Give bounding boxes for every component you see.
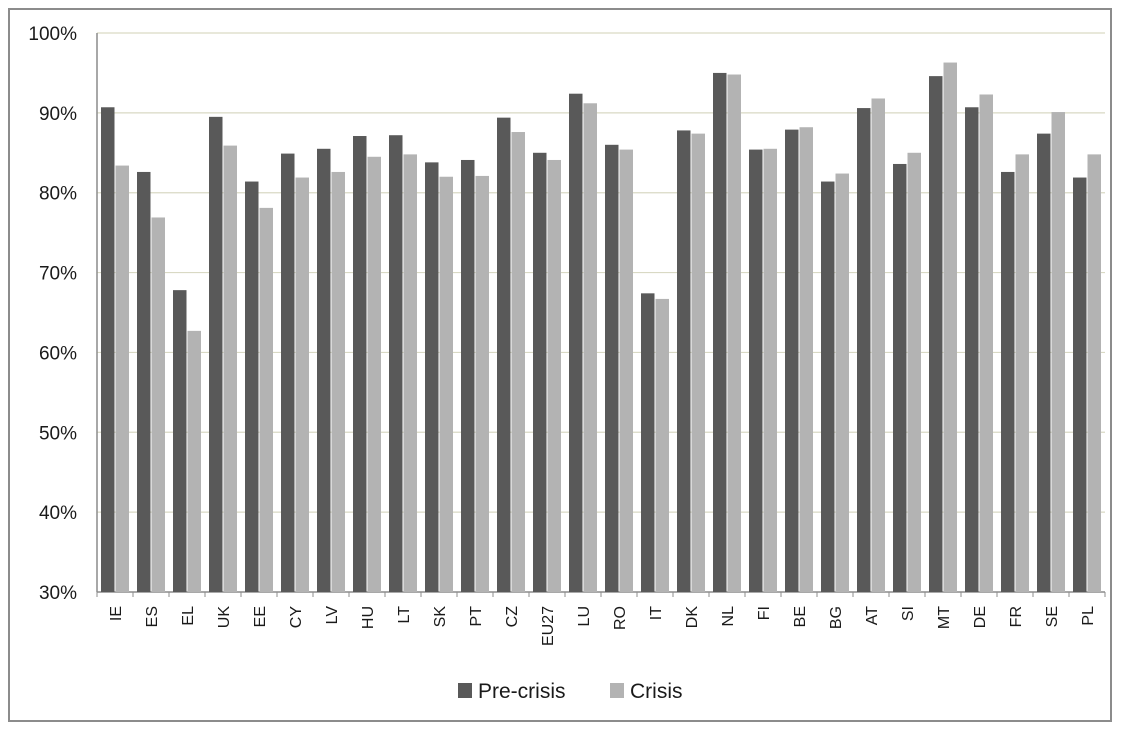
bar-crisis-se [1051, 112, 1065, 593]
x-category-label: UK [216, 606, 233, 629]
bar-crisis-hu [367, 156, 381, 592]
legend-label-pre-crisis: Pre-crisis [478, 680, 566, 703]
x-category-label: CZ [504, 606, 521, 628]
bar-crisis-de [979, 94, 993, 593]
bar-pre-crisis-ro [605, 144, 619, 593]
bar-pre-crisis-se [1037, 133, 1051, 592]
bar-pre-crisis-lu [569, 93, 583, 592]
x-category-label: IE [108, 606, 125, 621]
x-category-label: EL [180, 606, 197, 626]
bar-pre-crisis-be [785, 129, 799, 592]
y-tick-label: 90% [39, 104, 77, 125]
x-category-label: DE [972, 606, 989, 628]
bar-crisis-eu27 [547, 159, 561, 593]
bar-crisis-at [871, 98, 885, 593]
bar-pre-crisis-pt [461, 159, 475, 593]
y-tick-label: 80% [39, 184, 77, 205]
bar-pre-crisis-ie [101, 107, 115, 592]
bar-pre-crisis-lv [317, 148, 331, 593]
x-category-label: LT [396, 606, 413, 624]
bar-pre-crisis-it [641, 293, 655, 592]
bar-pre-crisis-fr [1001, 171, 1015, 593]
bar-crisis-pt [475, 175, 489, 593]
bar-crisis-mt [943, 62, 957, 593]
y-tick-label: 60% [39, 343, 77, 364]
bar-crisis-nl [727, 74, 741, 593]
bar-crisis-bg [835, 173, 849, 592]
bar-pre-crisis-eu27 [533, 152, 547, 593]
bar-pre-crisis-hu [353, 136, 367, 592]
x-category-label: SI [900, 606, 917, 621]
x-category-label: RO [612, 606, 629, 630]
bar-crisis-be [799, 127, 813, 592]
bar-crisis-pl [1087, 154, 1101, 592]
legend-label-crisis: Crisis [630, 680, 683, 703]
x-category-label: NL [720, 606, 737, 627]
bar-pre-crisis-ee [245, 181, 259, 592]
x-category-label: FI [756, 606, 773, 620]
bar-pre-crisis-mt [929, 76, 943, 592]
bar-crisis-uk [223, 145, 237, 592]
bar-pre-crisis-uk [209, 116, 223, 592]
bar-pre-crisis-sk [425, 162, 439, 592]
x-category-label: ES [144, 606, 161, 627]
bar-pre-crisis-si [893, 163, 907, 593]
bar-crisis-ro [619, 149, 633, 592]
bar-pre-crisis-de [965, 107, 979, 592]
x-category-label: PL [1080, 606, 1097, 626]
bar-crisis-ie [115, 165, 129, 592]
bar-crisis-si [907, 152, 921, 593]
y-tick-label: 50% [39, 423, 77, 444]
y-tick-label: 30% [39, 583, 77, 604]
x-category-label: SE [1044, 606, 1061, 627]
bar-crisis-sk [439, 176, 453, 592]
bar-crisis-lu [583, 103, 597, 592]
bar-pre-crisis-cz [497, 117, 511, 593]
bar-crisis-fi [763, 148, 777, 593]
x-category-label: FR [1008, 606, 1025, 627]
x-category-label: EE [252, 606, 269, 627]
x-category-label: LV [324, 606, 341, 625]
bar-pre-crisis-dk [677, 130, 691, 592]
legend-swatch-crisis [610, 683, 624, 698]
bar-crisis-cz [511, 132, 525, 592]
x-category-label: BG [828, 606, 845, 629]
bar-crisis-es [151, 217, 165, 592]
x-category-label: CY [288, 606, 305, 629]
x-category-label: SK [432, 606, 449, 628]
x-category-label: PT [468, 606, 485, 627]
x-category-label: IT [648, 606, 665, 620]
legend-swatch-pre-crisis [458, 683, 472, 698]
x-category-label: HU [360, 606, 377, 629]
bar-crisis-it [655, 298, 669, 592]
bar-pre-crisis-lt [389, 135, 403, 592]
bar-crisis-ee [259, 207, 273, 592]
bar-pre-crisis-pl [1073, 177, 1087, 592]
bar-pre-crisis-bg [821, 181, 835, 592]
bar-crisis-dk [691, 133, 705, 592]
x-category-label: MT [936, 606, 953, 629]
bar-pre-crisis-cy [281, 153, 295, 592]
bar-pre-crisis-es [137, 171, 151, 593]
bar-pre-crisis-nl [713, 72, 727, 592]
bar-crisis-fr [1015, 154, 1029, 592]
y-tick-label: 70% [39, 264, 77, 285]
bar-crisis-lv [331, 171, 345, 593]
x-category-label: DK [684, 606, 701, 629]
bar-pre-crisis-at [857, 108, 871, 593]
bar-crisis-cy [295, 177, 309, 592]
x-category-label: AT [864, 606, 881, 625]
x-category-label: EU27 [540, 606, 557, 646]
bar-pre-crisis-el [173, 290, 187, 592]
x-category-label: LU [576, 606, 593, 626]
y-tick-label: 40% [39, 503, 77, 524]
bar-crisis-lt [403, 154, 417, 592]
bar-crisis-el [187, 330, 201, 592]
y-tick-label: 100% [28, 24, 77, 45]
x-category-label: BE [792, 606, 809, 627]
bar-pre-crisis-fi [749, 149, 763, 592]
